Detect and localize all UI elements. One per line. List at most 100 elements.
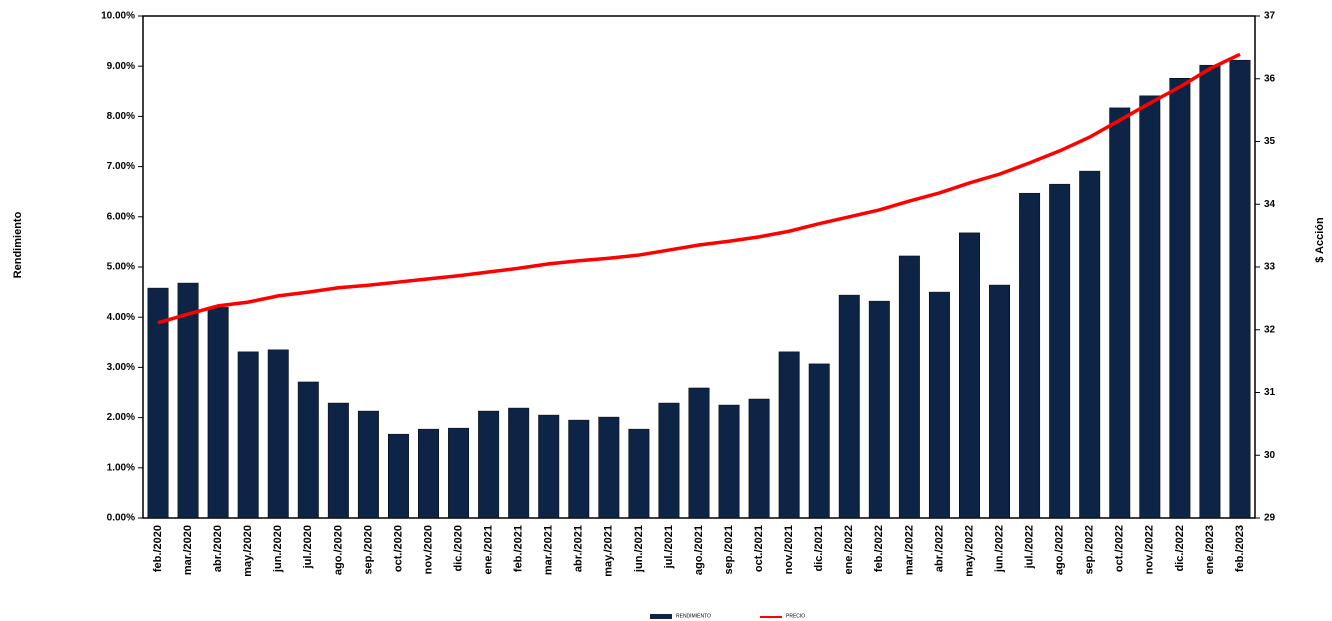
y2-tick-label: 31 [1264, 387, 1276, 398]
bar [688, 387, 710, 519]
y-tick-label: 4.00% [107, 312, 135, 323]
x-tick-label: mar./2020 [182, 525, 194, 575]
bar [928, 291, 950, 519]
x-tick-label: ago./2020 [332, 525, 344, 575]
bar [357, 410, 379, 519]
y-tick-label: 0.00% [107, 513, 135, 524]
line [157, 52, 1241, 325]
bar [1139, 95, 1161, 519]
bar [868, 300, 890, 519]
y-tick-label: 7.00% [107, 161, 135, 172]
y-tick-label: 6.00% [107, 211, 135, 222]
x-tick-label: ene./2022 [843, 525, 855, 575]
bar [327, 402, 349, 519]
y-tick-label: 1.00% [107, 462, 135, 473]
bar [418, 428, 439, 519]
x-tick-label: sep./2021 [723, 525, 735, 575]
x-tick-label: sep./2020 [362, 525, 374, 575]
x-tick-label: ene./2023 [1204, 525, 1216, 575]
x-tick-label: nov./2022 [1144, 525, 1156, 574]
x-tick-label: oct./2020 [392, 525, 404, 572]
bar [838, 294, 860, 519]
x-tick-label: oct./2021 [753, 525, 765, 572]
x-tick-label: abr./2022 [933, 525, 945, 572]
x-tick-label: jun./2020 [272, 525, 284, 573]
y2-tick-label: 29 [1264, 513, 1276, 524]
x-tick-label: ago./2021 [693, 525, 705, 575]
bar [1049, 183, 1071, 519]
x-tick-label: sep./2022 [1084, 525, 1096, 575]
bar [568, 419, 590, 519]
x-tick-label: dic./2020 [452, 525, 464, 571]
bar [1019, 192, 1041, 519]
bar [538, 414, 560, 519]
bar [718, 404, 740, 519]
y-tick-label: 9.00% [107, 61, 135, 72]
x-tick-label: dic./2021 [813, 525, 825, 571]
x-tick-label: jun./2022 [993, 525, 1005, 573]
x-tick-label: may./2021 [603, 525, 615, 577]
bar [267, 349, 289, 519]
x-tick-label: jun./2021 [633, 525, 645, 573]
y2-tick-label: 34 [1264, 199, 1276, 210]
bar [959, 232, 980, 519]
y2-tick-label: 30 [1264, 450, 1276, 461]
x-tick-label: abr./2020 [212, 525, 224, 572]
bar [808, 363, 830, 519]
y-tick-label: 2.00% [107, 412, 135, 423]
y2-tick-label: 33 [1264, 262, 1276, 273]
x-tick-label: abr./2021 [573, 525, 585, 572]
y-tick-label: 10.00% [101, 11, 135, 22]
bar [147, 287, 169, 519]
y2-tick-label: 32 [1264, 324, 1276, 335]
bar [748, 398, 770, 519]
y-tick-label: 5.00% [107, 262, 135, 273]
bar [387, 433, 409, 519]
x-tick-label: dic./2022 [1174, 525, 1186, 571]
x-tick-label: may./2022 [963, 525, 975, 577]
bar [1079, 170, 1101, 519]
y2-tick-label: 37 [1264, 11, 1276, 22]
x-tick-label: jul./2020 [302, 525, 314, 569]
bar [1109, 107, 1131, 519]
x-tick-label: feb./2021 [513, 525, 525, 572]
bar [778, 351, 800, 519]
bar [297, 381, 319, 519]
legend-swatch [650, 614, 672, 619]
bar [448, 427, 470, 519]
legend-label: RENDIMIENTO [676, 613, 711, 619]
x-tick-label: oct./2022 [1114, 525, 1126, 572]
x-tick-label: feb./2020 [152, 525, 164, 572]
bar [207, 306, 229, 519]
x-tick-label: ene./2021 [483, 525, 495, 575]
x-tick-label: mar./2021 [543, 525, 555, 575]
bar [628, 428, 650, 519]
bar [1199, 64, 1221, 519]
y-tick-label: 8.00% [107, 111, 135, 122]
y-axis-label: Rendimiento [12, 211, 24, 278]
x-tick-label: nov./2021 [783, 525, 795, 574]
bar [508, 407, 530, 519]
bar [478, 410, 500, 519]
bar [1229, 59, 1251, 519]
bar [598, 416, 620, 519]
x-tick-label: feb./2022 [873, 525, 885, 572]
y-tick-label: 3.00% [107, 362, 135, 373]
bar [237, 351, 259, 519]
bar [898, 255, 920, 519]
legend-label: PRECIO [786, 613, 805, 619]
bar [177, 282, 199, 519]
x-tick-label: feb./2023 [1234, 525, 1246, 572]
y2-tick-label: 36 [1264, 73, 1276, 84]
bar [989, 284, 1011, 519]
bar [658, 402, 680, 519]
y2-axis-label: $ Acción [1314, 217, 1326, 263]
y2-tick-label: 35 [1264, 136, 1276, 147]
x-tick-label: ago./2022 [1054, 525, 1066, 575]
bar [1169, 77, 1191, 519]
x-tick-label: may./2020 [242, 525, 254, 577]
x-tick-label: nov./2020 [422, 525, 434, 574]
x-tick-label: jul./2022 [1024, 525, 1036, 569]
x-tick-label: mar./2022 [903, 525, 915, 575]
